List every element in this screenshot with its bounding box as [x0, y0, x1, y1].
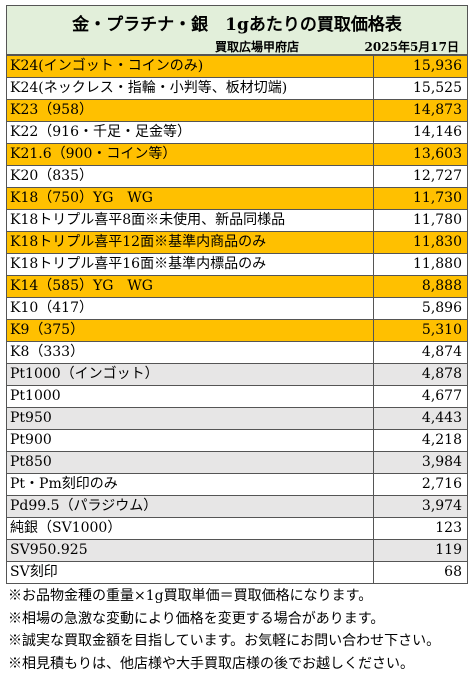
price-row: Pt・Pm刻印のみ 2,716	[6, 473, 468, 496]
item-price: 4,874	[373, 341, 468, 364]
item-price: 12,727	[373, 165, 468, 188]
item-name: Pt950	[6, 407, 374, 430]
price-row: K24(ネックレス・指輪・小判等、板材切端) 15,525	[6, 77, 468, 100]
item-name: Pt1000	[6, 385, 374, 408]
note: ※お品物金種の重量×1g買取単価＝買取価格になります。	[8, 588, 373, 604]
item-name: Pt850	[6, 451, 374, 474]
item-name: K18トリプル喜平12面※基準内商品のみ	[6, 231, 374, 254]
item-name: SV950.925	[6, 539, 374, 562]
item-name: K9（375）	[6, 319, 374, 342]
item-name: K8（333）	[6, 341, 374, 364]
price-row: K24(インゴット・コインのみ) 15,936	[6, 55, 468, 78]
item-name: K24(インゴット・コインのみ)	[6, 55, 374, 78]
price-row: K9（375） 5,310	[6, 319, 468, 342]
item-price: 11,780	[373, 209, 468, 232]
item-price: 68	[373, 561, 468, 584]
item-name: K18トリプル喜平8面※未使用、新品同様品	[6, 209, 374, 232]
price-row: K10（417） 5,896	[6, 297, 468, 320]
shop-name: 買取広場甲府店	[215, 40, 300, 54]
item-price: 11,730	[373, 187, 468, 210]
price-table: K24(インゴット・コインのみ) 15,936 K24(ネックレス・指輪・小判等、板…	[6, 55, 468, 584]
price-row: K14（585）YG WG 8,888	[6, 275, 468, 298]
item-name: K24(ネックレス・指輪・小判等、板材切端)	[6, 77, 374, 100]
item-price: 4,218	[373, 429, 468, 452]
price-row: K21.6（900・コイン等） 13,603	[6, 143, 468, 166]
price-row: Pt1000 4,677	[6, 385, 468, 408]
note: ※誠実な買取金額を目指しています。お気軽にお問い合わせ下さい。	[8, 633, 441, 649]
item-name: K21.6（900・コイン等）	[6, 143, 374, 166]
price-row: Pt850 3,984	[6, 451, 468, 474]
price-row: SV950.925 119	[6, 539, 468, 562]
item-price: 14,873	[373, 99, 468, 122]
item-name: K23（958）	[6, 99, 374, 122]
header: 金・プラチナ・銀 1gあたりの買取価格表 買取広場甲府店 2025年5月17日	[6, 5, 468, 55]
note: ※相場の急激な変動により価格を変更する場合があります。	[8, 610, 385, 627]
price-row: Pt950 4,443	[6, 407, 468, 430]
price-row: K18トリプル喜平16面※基準内標品のみ 11,880	[6, 253, 468, 276]
price-row: K18トリプル喜平12面※基準内商品のみ 11,830	[6, 231, 468, 254]
item-name: K18（750）YG WG	[6, 187, 374, 210]
item-name: K20（835）	[6, 165, 374, 188]
item-price: 3,984	[373, 451, 468, 474]
price-row: Pd99.5（パラジウム） 3,974	[6, 495, 468, 518]
date: 2025年5月17日	[364, 40, 459, 54]
price-row: K18（750）YG WG 11,730	[6, 187, 468, 210]
item-price: 11,880	[373, 253, 468, 276]
price-row: Pt1000（インゴット） 4,878	[6, 363, 468, 386]
item-price: 4,443	[373, 407, 468, 430]
item-name: Pt1000（インゴット）	[6, 363, 374, 386]
item-name: Pt・Pm刻印のみ	[6, 473, 374, 496]
item-price: 13,603	[373, 143, 468, 166]
item-name: K14（585）YG WG	[6, 275, 374, 298]
price-row: K20（835） 12,727	[6, 165, 468, 188]
item-price: 5,310	[373, 319, 468, 342]
price-row: K18トリプル喜平8面※未使用、新品同様品 11,780	[6, 209, 468, 232]
price-row: K23（958） 14,873	[6, 99, 468, 122]
note: ※相見積もりは、他店様や大手買取店様の後でお越しください。	[8, 655, 414, 672]
item-price: 15,525	[373, 77, 468, 100]
item-price: 123	[373, 517, 468, 540]
item-price: 8,888	[373, 275, 468, 298]
price-row: SV刻印 68	[6, 561, 468, 584]
item-price: 3,974	[373, 495, 468, 518]
item-price: 4,677	[373, 385, 468, 408]
price-row: K8（333） 4,874	[6, 341, 468, 364]
item-price: 15,936	[373, 55, 468, 78]
item-price: 119	[373, 539, 468, 562]
item-name: K18トリプル喜平16面※基準内標品のみ	[6, 253, 374, 276]
item-price: 2,716	[373, 473, 468, 496]
item-price: 5,896	[373, 297, 468, 320]
item-price: 4,878	[373, 363, 468, 386]
item-name: Pd99.5（パラジウム）	[6, 495, 374, 518]
price-row: K22（916・千足・足金等） 14,146	[6, 121, 468, 144]
item-name: K22（916・千足・足金等）	[6, 121, 374, 144]
item-price: 14,146	[373, 121, 468, 144]
notes: ※お品物金種の重量×1g買取単価＝買取価格になります。 ※相場の急激な変動により価…	[8, 585, 440, 675]
item-name: Pt900	[6, 429, 374, 452]
item-price: 11,830	[373, 231, 468, 254]
item-name: K10（417）	[6, 297, 374, 320]
item-name: 純銀（SV1000）	[6, 517, 374, 540]
item-name: SV刻印	[6, 561, 374, 584]
title: 金・プラチナ・銀 1gあたりの買取価格表	[72, 15, 402, 35]
price-row: 純銀（SV1000） 123	[6, 517, 468, 540]
price-row: Pt900 4,218	[6, 429, 468, 452]
